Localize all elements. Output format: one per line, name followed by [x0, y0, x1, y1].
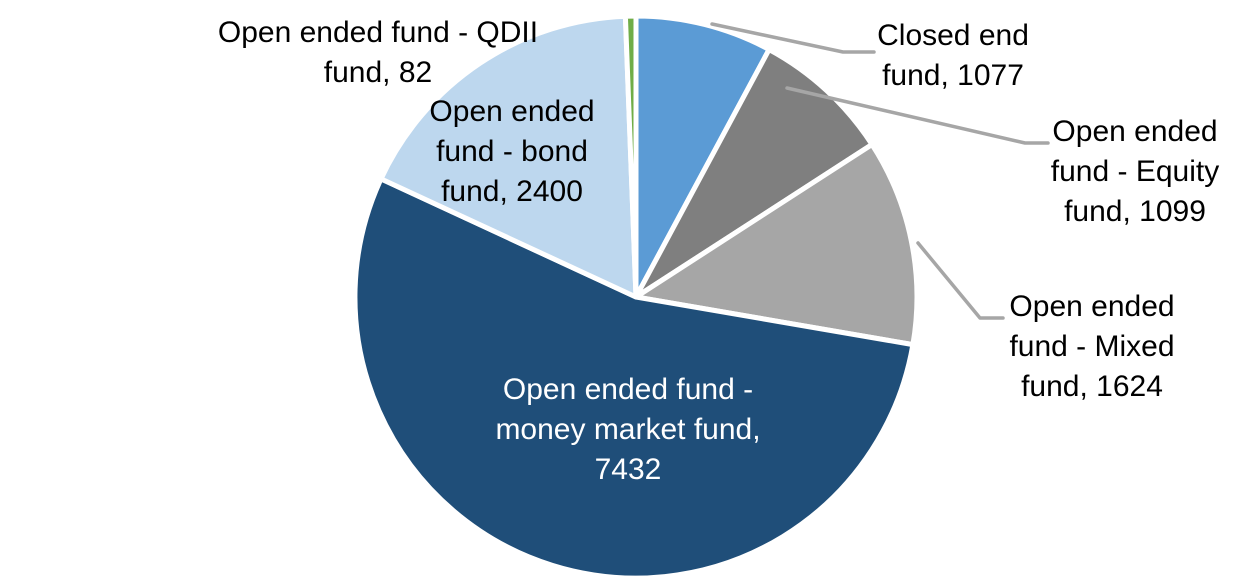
leader-lines-group: [710, 22, 1050, 320]
leader-line-equity-fund: [785, 86, 1050, 145]
pie-slice-open-ended-fund-bond-fund[interactable]: Open ended fund - bond fund, 2400: [378, 13, 639, 300]
pie-slice-open-ended-fund-mixed-fund[interactable]: Open ended fund - Mixed fund, 1624: [633, 142, 920, 348]
pie-slice-closed-end-fund[interactable]: Closed end fund, 1077: [633, 13, 772, 300]
leader-line-mixed-fund: [916, 241, 1005, 320]
pie-slice-open-ended-fund-qdii-fund[interactable]: Open ended fund - QDII fund, 82: [622, 13, 639, 300]
leader-line-closed-end-fund: [710, 22, 876, 54]
pie-slice-open-ended-fund-equity-fund[interactable]: Open ended fund - Equity fund, 1099: [633, 47, 875, 300]
pie-slice-open-ended-fund-money-market-fund[interactable]: Open ended fund - money market fund, 743…: [352, 176, 916, 581]
